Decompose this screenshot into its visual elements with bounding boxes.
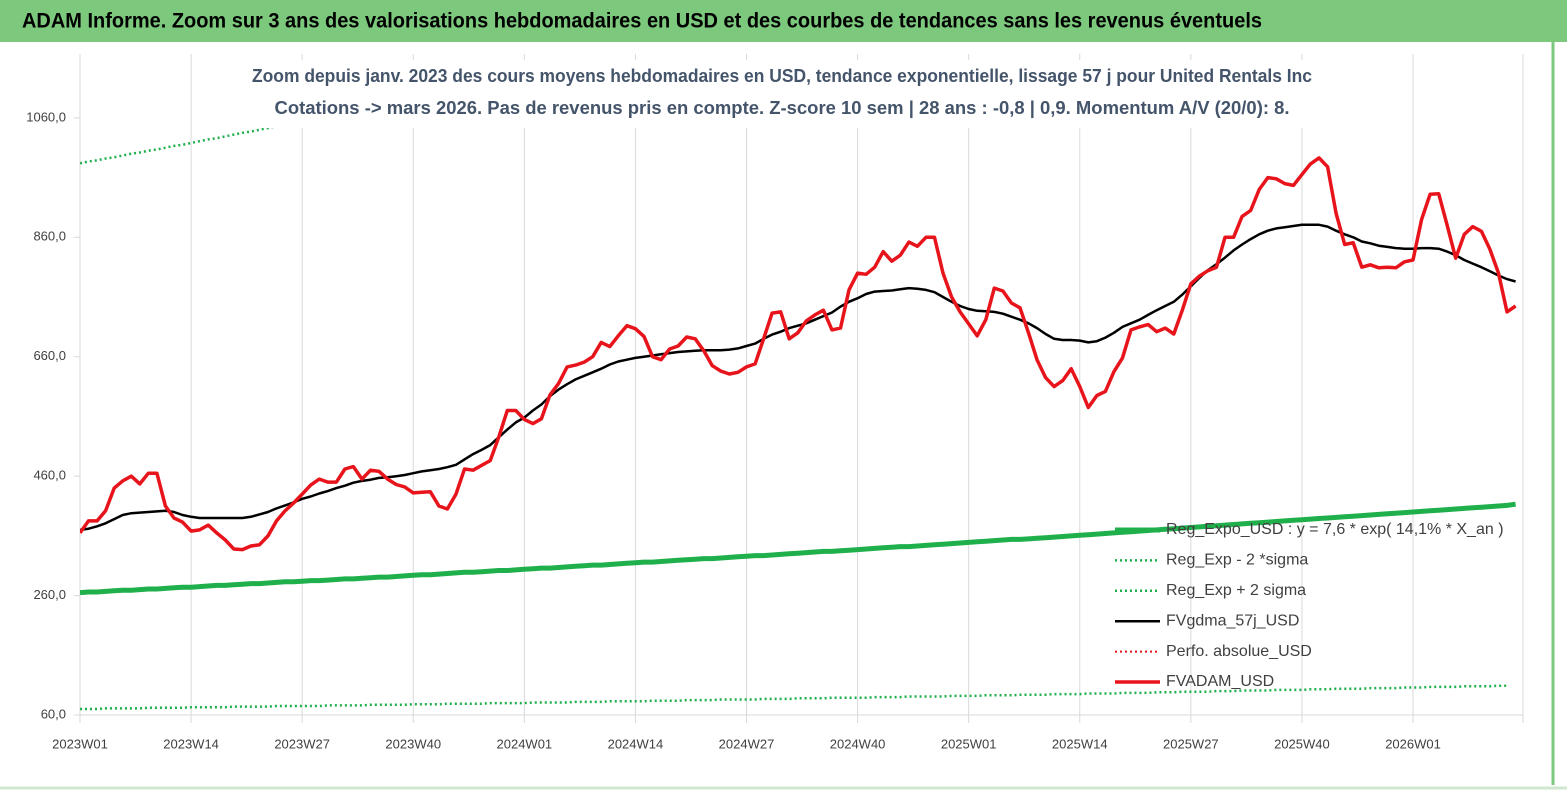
y-tick-label: 860,0 — [33, 229, 66, 244]
x-tick-label: 2023W27 — [274, 736, 330, 751]
legend: Reg_Expo_USD : y = 7,6 * exp( 14,1% * X_… — [1115, 521, 1504, 690]
plot-lines — [80, 94, 1517, 711]
series-line — [80, 223, 1516, 532]
axes: 60,0 260,0 460,0 660,0 860,0 1060,0 2023W01 202… — [26, 109, 1523, 751]
y-tick-label: 660,0 — [33, 348, 66, 363]
x-tick-label: 2023W40 — [385, 736, 441, 751]
x-tick-label: 2025W14 — [1052, 736, 1108, 751]
y-tick-label: 260,0 — [33, 587, 66, 602]
x-tick-label: 2025W01 — [941, 736, 997, 751]
x-tick-label: 2023W01 — [52, 736, 108, 751]
x-tick-label: 2026W01 — [1385, 736, 1441, 751]
legend-label: Perfo. absolue_USD — [1166, 643, 1312, 660]
legend-label: Reg_Expo_USD : y = 7,6 * exp( 14,1% * X_… — [1166, 521, 1504, 538]
y-tick-label: 460,0 — [33, 468, 66, 483]
chart-title: Zoom depuis janv. 2023 des cours moyens … — [252, 66, 1312, 86]
x-tick-label: 2024W01 — [497, 736, 553, 751]
legend-label: FVADAM_USD — [1166, 673, 1274, 690]
page-title: ADAM Informe. Zoom sur 3 ans des valoris… — [22, 10, 1262, 33]
legend-label: Reg_Exp - 2 *sigma — [1166, 552, 1308, 569]
y-tick-label: 1060,0 — [26, 109, 66, 124]
title-box — [240, 60, 1320, 128]
x-tick-label: 2024W27 — [719, 736, 775, 751]
x-tick-label: 2023W14 — [163, 736, 219, 751]
chart-subtitle: Cotations -> mars 2026. Pas de revenus p… — [275, 98, 1290, 118]
series-line — [80, 156, 1517, 552]
y-tick-label: 60,0 — [41, 706, 66, 721]
series-line — [80, 501, 1516, 596]
x-tick-label: 2024W40 — [830, 736, 886, 751]
legend-label: Reg_Exp + 2 sigma — [1166, 582, 1306, 599]
x-tick-label: 2025W40 — [1274, 736, 1330, 751]
x-tick-label: 2024W14 — [608, 736, 664, 751]
x-tick-label: 2025W27 — [1163, 736, 1219, 751]
legend-label: FVgdma_57j_USD — [1166, 612, 1299, 629]
header-bar — [0, 0, 1567, 42]
